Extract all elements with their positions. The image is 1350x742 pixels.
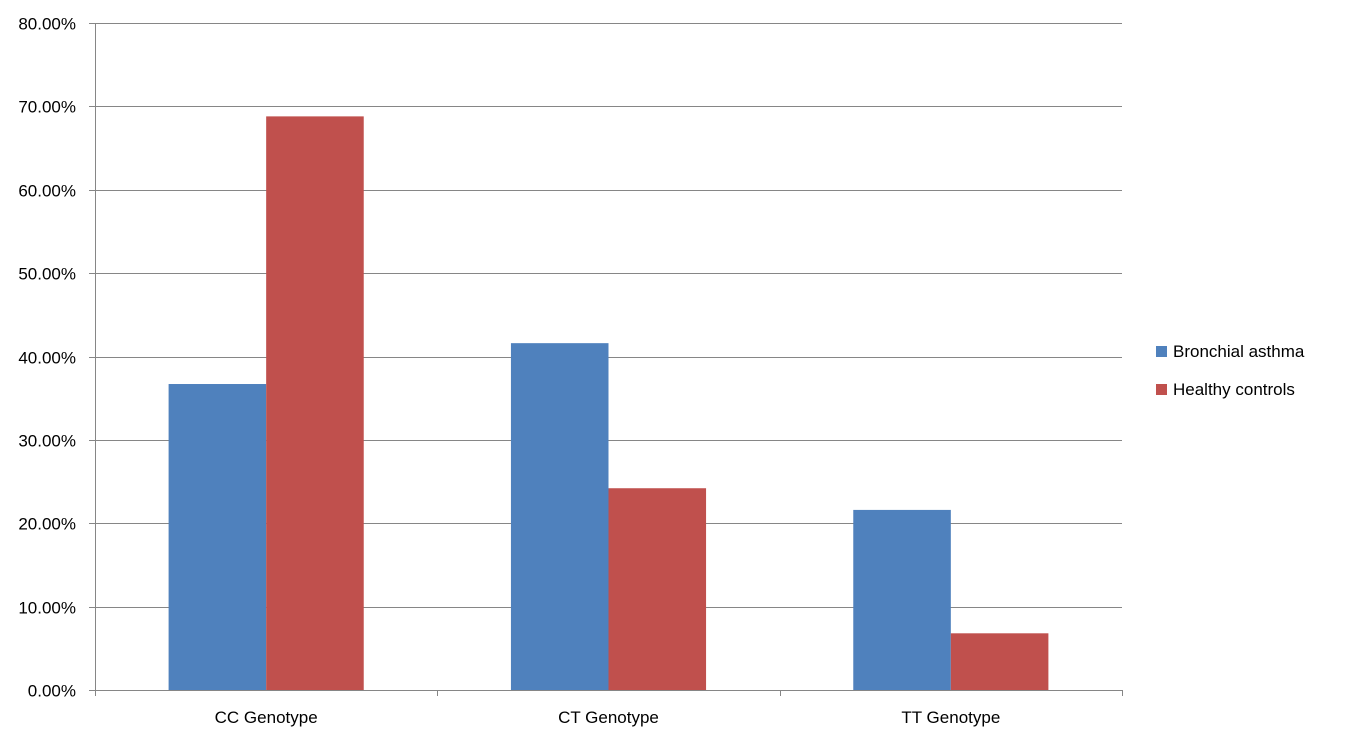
legend-swatch bbox=[1156, 346, 1167, 357]
x-axis-category-label: CT Genotype bbox=[558, 708, 659, 727]
bar-healthy-controls-ct-genotype bbox=[608, 488, 707, 690]
legend-label: Healthy controls bbox=[1173, 380, 1295, 399]
legend-swatch bbox=[1156, 384, 1167, 395]
y-axis-tick-label: 10.00% bbox=[18, 599, 76, 618]
axes bbox=[89, 23, 1123, 696]
y-axis-tick-label: 50.00% bbox=[18, 265, 76, 284]
y-axis-tick-label: 30.00% bbox=[18, 432, 76, 451]
legend-item-healthy-controls: Healthy controls bbox=[1156, 380, 1295, 399]
x-axis-category-labels: CC Genotype CT Genotype TT Genotype bbox=[215, 708, 1001, 727]
bar-bronchial-asthma-ct-genotype bbox=[510, 343, 609, 690]
legend-item-bronchial-asthma: Bronchial asthma bbox=[1156, 342, 1305, 361]
y-axis-tick-labels: 0.00% 10.00% 20.00% 30.00% 40.00% 50.00% 60.00… bbox=[18, 15, 76, 701]
y-axis-tick-label: 80.00% bbox=[18, 15, 76, 34]
y-axis-tick-label: 60.00% bbox=[18, 182, 76, 201]
y-axis-tick-label: 40.00% bbox=[18, 349, 76, 368]
y-axis-tick-label: 0.00% bbox=[28, 682, 76, 701]
bar-bronchial-asthma-cc-genotype bbox=[168, 384, 267, 690]
x-axis-category-label: CC Genotype bbox=[215, 708, 318, 727]
legend: Bronchial asthma Healthy controls bbox=[1156, 342, 1305, 399]
bar-bronchial-asthma-tt-genotype bbox=[853, 509, 951, 690]
y-axis-tick-label: 70.00% bbox=[18, 98, 76, 117]
y-axis-tick-label: 20.00% bbox=[18, 515, 76, 534]
x-axis-category-label: TT Genotype bbox=[901, 708, 1000, 727]
bar-healthy-controls-cc-genotype bbox=[266, 116, 364, 690]
bar-healthy-controls-tt-genotype bbox=[950, 633, 1049, 690]
legend-label: Bronchial asthma bbox=[1173, 342, 1305, 361]
bars bbox=[168, 116, 1049, 690]
